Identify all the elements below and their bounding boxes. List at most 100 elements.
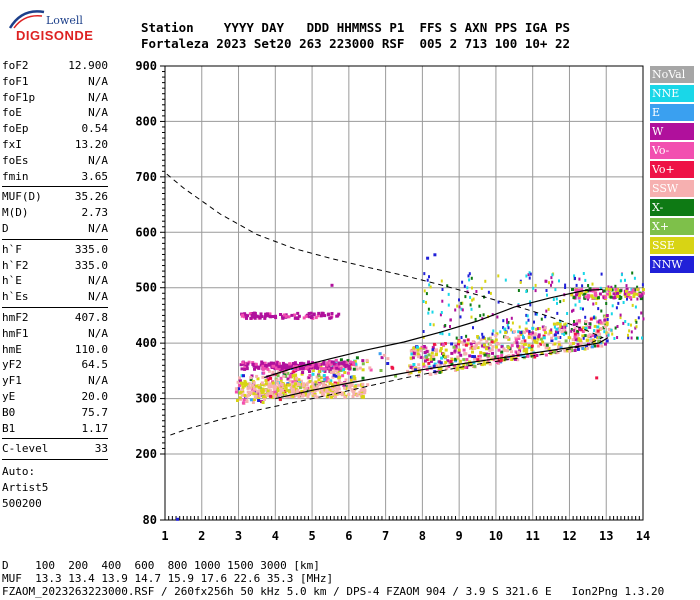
- echo-point: [604, 296, 608, 299]
- param-row: hmE 110.0: [2, 342, 108, 358]
- param-value: N/A: [88, 106, 108, 120]
- echo-point: [271, 315, 275, 318]
- echo-point: [311, 392, 315, 396]
- echo-point: [499, 330, 502, 334]
- echo-point: [355, 394, 359, 398]
- param-value: N/A: [88, 153, 108, 167]
- echo-point: [557, 340, 561, 344]
- echo-point: [322, 388, 326, 392]
- echo-point: [456, 366, 460, 370]
- echo-point: [317, 374, 321, 378]
- echo-point: [441, 299, 444, 303]
- echo-point: [297, 393, 301, 397]
- echo-point: [637, 316, 640, 320]
- echo-point: [335, 314, 339, 318]
- echo-point: [283, 390, 287, 393]
- param-value: N/A: [88, 90, 108, 104]
- param-value: N/A: [88, 221, 108, 235]
- echo-point: [295, 365, 299, 368]
- echo-point: [423, 289, 426, 293]
- echo-point: [341, 382, 345, 385]
- param-row: fmin 3.65: [2, 169, 108, 185]
- echo-point: [576, 329, 580, 333]
- echo-point: [254, 365, 258, 369]
- echo-point: [619, 316, 622, 320]
- y-tick-label: 80: [143, 513, 157, 527]
- echo-point: [379, 369, 383, 372]
- echo-point: [281, 391, 285, 394]
- echo-point: [553, 325, 556, 329]
- echo-point: [595, 376, 599, 380]
- echo-point: [588, 287, 592, 291]
- echo-point: [631, 288, 635, 292]
- echo-point: [279, 313, 282, 316]
- echo-point: [303, 388, 307, 392]
- echo-point: [440, 356, 444, 360]
- legend-item-nne: NNE: [650, 85, 694, 102]
- echo-point: [571, 309, 573, 313]
- echo-point: [524, 347, 528, 351]
- echo-point: [519, 281, 522, 284]
- echo-point: [605, 302, 608, 305]
- echo-point: [472, 345, 476, 349]
- echo-point: [474, 344, 478, 348]
- echo-point: [325, 395, 329, 399]
- echo-point: [266, 314, 270, 318]
- echo-point: [596, 336, 599, 340]
- echo-point: [271, 381, 275, 385]
- x-tick-label: 13: [599, 529, 613, 543]
- echo-point: [331, 364, 335, 368]
- echo-point: [422, 364, 426, 368]
- echo-point: [562, 329, 565, 333]
- echo-point: [361, 362, 365, 366]
- echo-point: [331, 388, 335, 391]
- echo-point: [591, 282, 594, 286]
- echo-point: [548, 281, 550, 285]
- echo-point: [585, 338, 589, 342]
- echo-point: [624, 292, 627, 296]
- echo-point: [531, 326, 535, 330]
- echo-point: [334, 395, 337, 399]
- echo-point: [247, 382, 251, 386]
- echo-point: [535, 341, 539, 345]
- echo-point: [511, 321, 514, 325]
- echo-point: [543, 326, 547, 330]
- echo-point: [291, 390, 295, 394]
- legend-item-x-: X+: [650, 218, 694, 235]
- echo-point: [588, 325, 592, 329]
- echo-point: [423, 272, 426, 276]
- echo-point: [339, 358, 343, 362]
- echo-point: [492, 358, 496, 362]
- echo-point: [558, 279, 560, 283]
- echo-point: [338, 375, 342, 379]
- echo-point: [470, 315, 473, 319]
- echo-point: [305, 383, 309, 387]
- echo-point: [636, 285, 639, 289]
- echo-point: [257, 399, 261, 402]
- echo-point: [575, 291, 579, 295]
- divider: [2, 459, 108, 461]
- echo-point: [249, 316, 253, 320]
- echo-point: [303, 393, 307, 397]
- echo-point: [585, 325, 589, 329]
- echo-point: [253, 367, 256, 371]
- echo-point: [611, 332, 614, 336]
- echo-point: [324, 390, 328, 394]
- param-name: yF1: [2, 374, 22, 388]
- echo-point: [312, 385, 316, 389]
- echo-point: [407, 372, 411, 376]
- echo-point: [581, 334, 585, 338]
- echo-point: [630, 291, 634, 295]
- echo-point: [507, 346, 511, 350]
- echo-point: [506, 357, 510, 361]
- echo-point: [416, 346, 419, 350]
- echo-point: [276, 381, 279, 385]
- echo-point: [513, 330, 517, 334]
- echo-point: [550, 339, 554, 342]
- echo-point: [411, 356, 415, 360]
- echo-point: [574, 288, 578, 292]
- echo-point: [503, 327, 507, 331]
- echo-point: [495, 342, 499, 346]
- echo-point: [616, 295, 620, 298]
- echo-point: [496, 315, 499, 319]
